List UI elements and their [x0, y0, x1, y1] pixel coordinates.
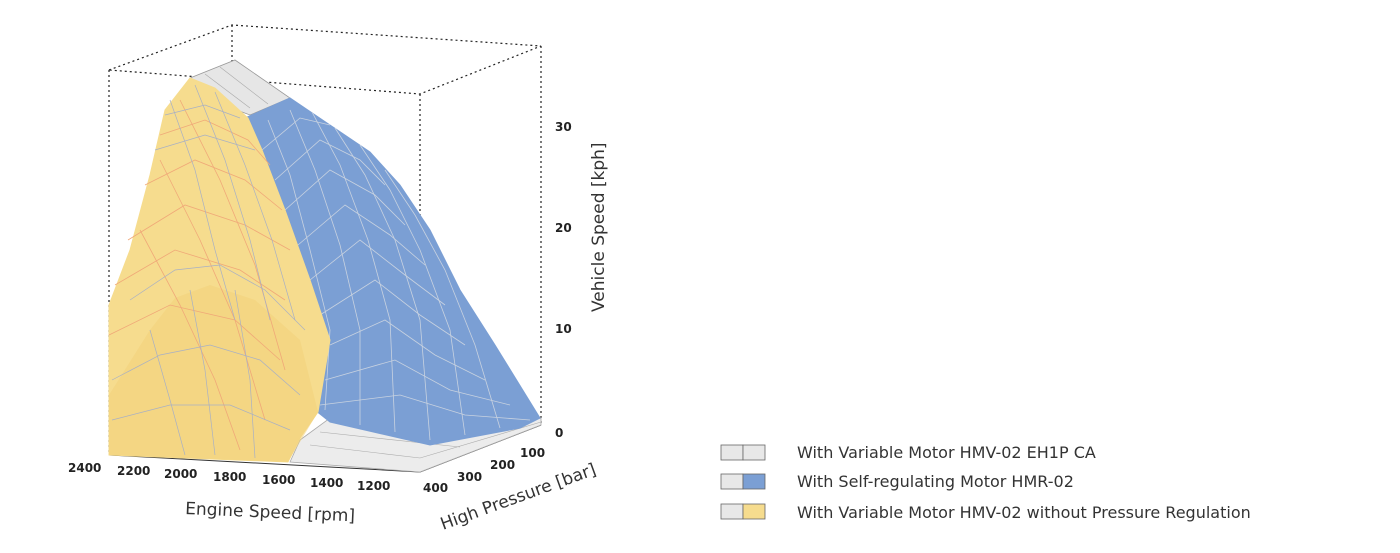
box-back-top [108, 24, 542, 95]
x-tick-label: 1400 [310, 476, 343, 490]
legend-label: With Variable Motor HMV-02 EH1P CA [797, 443, 1096, 462]
surface-yellow-lower [109, 285, 318, 462]
legend-item: With Self-regulating Motor HMR-02 [720, 472, 1074, 491]
z-tick-label: 0 [555, 426, 563, 440]
legend-swatch-left [720, 503, 744, 520]
legend-swatch-right [742, 444, 766, 461]
z-axis-ticks: 0 10 20 30 [555, 120, 572, 440]
legend-item: With Variable Motor HMV-02 EH1P CA [720, 443, 1096, 462]
y-tick-label: 200 [490, 458, 515, 472]
surface-yellow-grid [108, 99, 291, 451]
y-tick-label: 100 [520, 446, 545, 460]
z-tick-label: 10 [555, 322, 572, 336]
legend-swatch-left [720, 444, 744, 461]
legend-swatch-right [742, 503, 766, 520]
x-tick-label: 2200 [117, 464, 150, 478]
x-tick-label: 2400 [68, 461, 101, 475]
surface-blue [244, 97, 541, 446]
y-tick-label: 400 [423, 481, 448, 495]
y-tick-label: 300 [457, 470, 482, 484]
x-tick-label: 1200 [357, 479, 390, 493]
x-tick-label: 1800 [213, 470, 246, 484]
x-axis-ticks: 2400 2200 2000 1800 1600 1400 1200 [68, 461, 390, 493]
z-axis-title: Vehicle Speed [kph] [589, 142, 609, 312]
surface-blue-grid [261, 109, 531, 441]
x-tick-label: 1600 [262, 473, 295, 487]
legend-swatch-right [742, 473, 766, 490]
legend-swatch-left [720, 473, 744, 490]
legend-label: With Variable Motor HMV-02 without Press… [797, 503, 1251, 522]
x-axis-title: Engine Speed [rpm] [185, 499, 356, 526]
z-tick-label: 30 [555, 120, 572, 134]
surface-yellow-mesh [111, 84, 306, 459]
legend-label: With Self-regulating Motor HMR-02 [797, 472, 1074, 491]
x-tick-label: 2000 [164, 467, 197, 481]
surface-yellow [108, 77, 331, 463]
legend-item: With Variable Motor HMV-02 without Press… [720, 503, 1251, 522]
z-tick-label: 20 [555, 221, 572, 235]
y-axis-ticks: 100 200 300 400 [423, 446, 545, 495]
legend: With Variable Motor HMV-02 EH1P CA With … [720, 443, 1251, 522]
